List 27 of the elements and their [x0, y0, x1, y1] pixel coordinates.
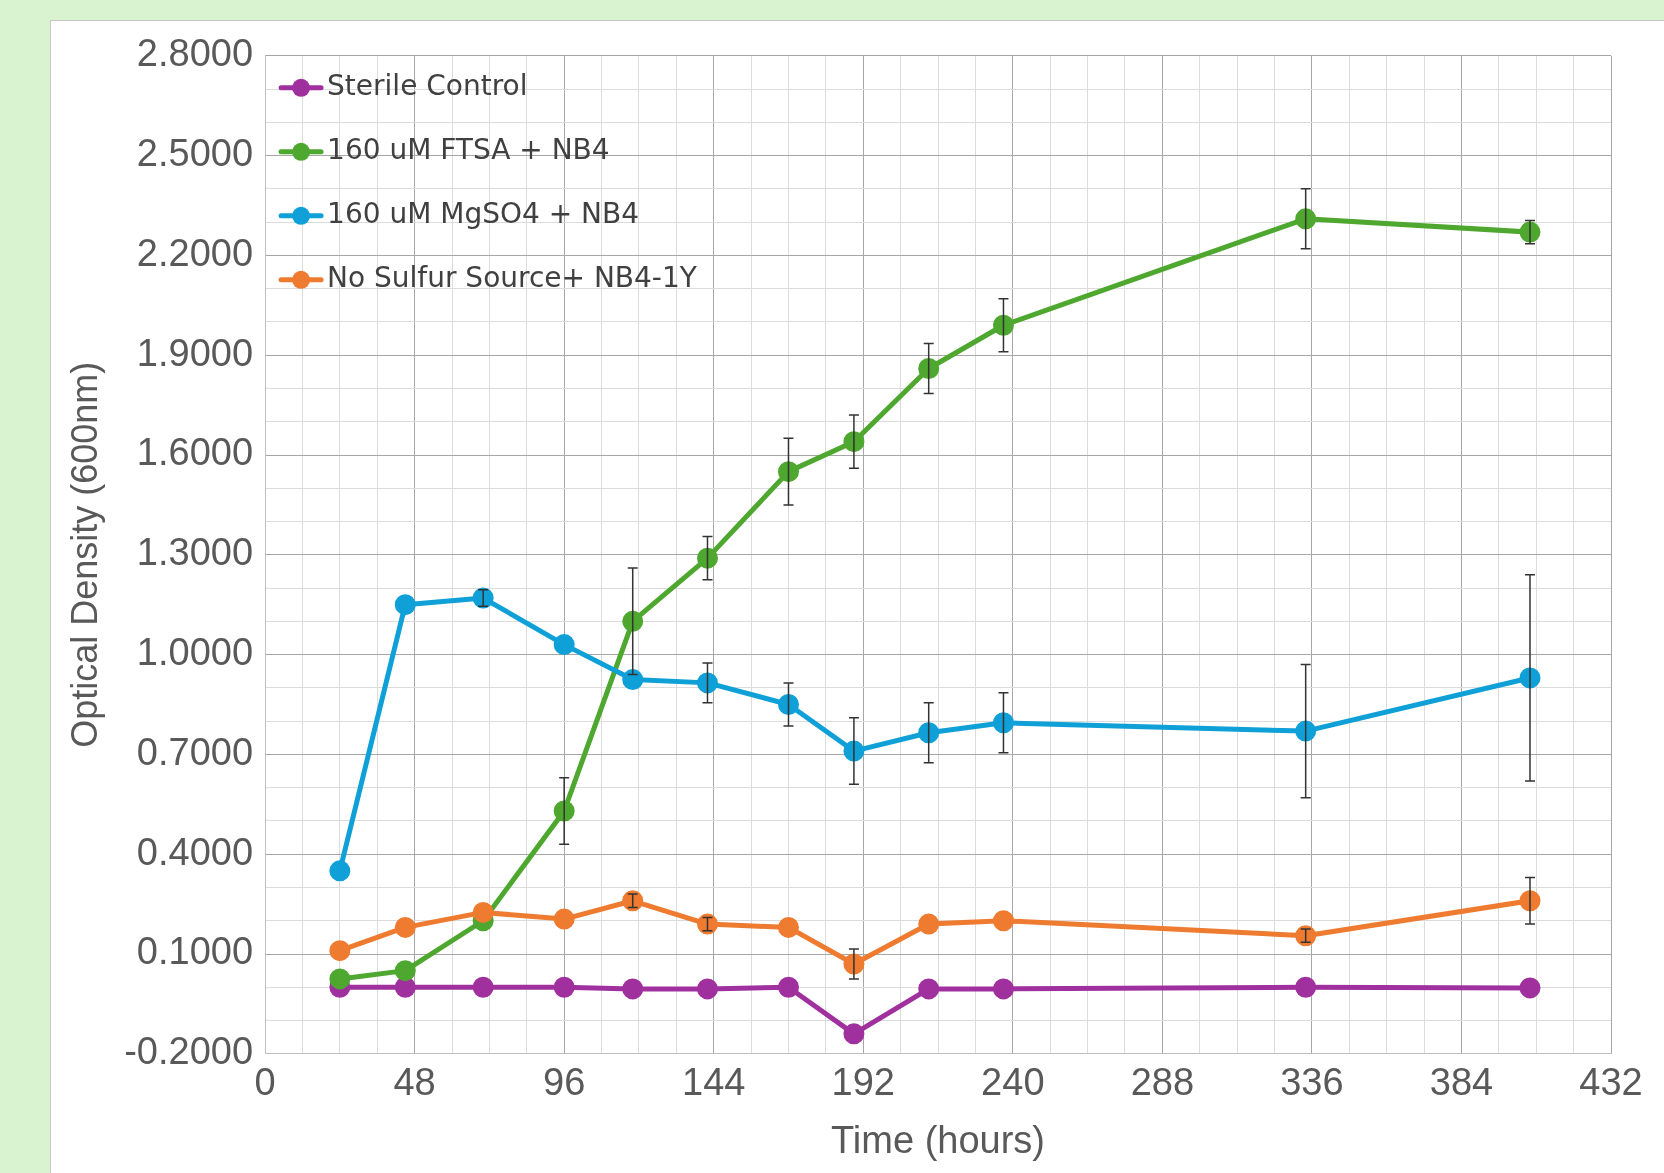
y-tick-label: 2.8000 [136, 32, 254, 75]
legend-label: 160 uM MgSO4 + NB4 [327, 197, 640, 231]
y-tick-label: 1.3000 [136, 531, 254, 574]
x-tick-label: 48 [393, 1061, 436, 1104]
x-tick-label: 240 [981, 1061, 1045, 1104]
y-axis-title: Optical Density (600nm) [63, 361, 105, 748]
x-tick-label: 432 [1579, 1061, 1643, 1104]
legend-label: Sterile Control [327, 69, 528, 103]
y-tick-label: 0.7000 [136, 730, 254, 773]
legend-label: No Sulfur Source+ NB4-1Y [327, 261, 698, 295]
y-tick-label: 0.1000 [136, 930, 254, 973]
x-tick-label: 336 [1280, 1061, 1344, 1104]
x-tick-label: 192 [831, 1061, 895, 1104]
y-tick-label: 1.0000 [136, 631, 254, 674]
x-tick-label: 144 [682, 1061, 746, 1104]
y-tick-label: -0.2000 [124, 1030, 254, 1073]
x-tick-label: 288 [1130, 1061, 1195, 1104]
x-tick-label: 96 [543, 1061, 586, 1104]
legend-label: 160 uM FTSA + NB4 [327, 133, 610, 167]
y-tick-label: 2.5000 [136, 132, 254, 175]
x-axis-title: Time (hours) [831, 1118, 1046, 1161]
y-tick-label: 0.4000 [136, 830, 254, 873]
y-tick-label: 2.2000 [136, 231, 254, 274]
x-tick-label: 384 [1429, 1061, 1494, 1104]
x-tick-label: 0 [254, 1061, 276, 1104]
y-tick-label: 1.9000 [136, 331, 254, 374]
y-tick-label: 1.6000 [136, 431, 254, 474]
